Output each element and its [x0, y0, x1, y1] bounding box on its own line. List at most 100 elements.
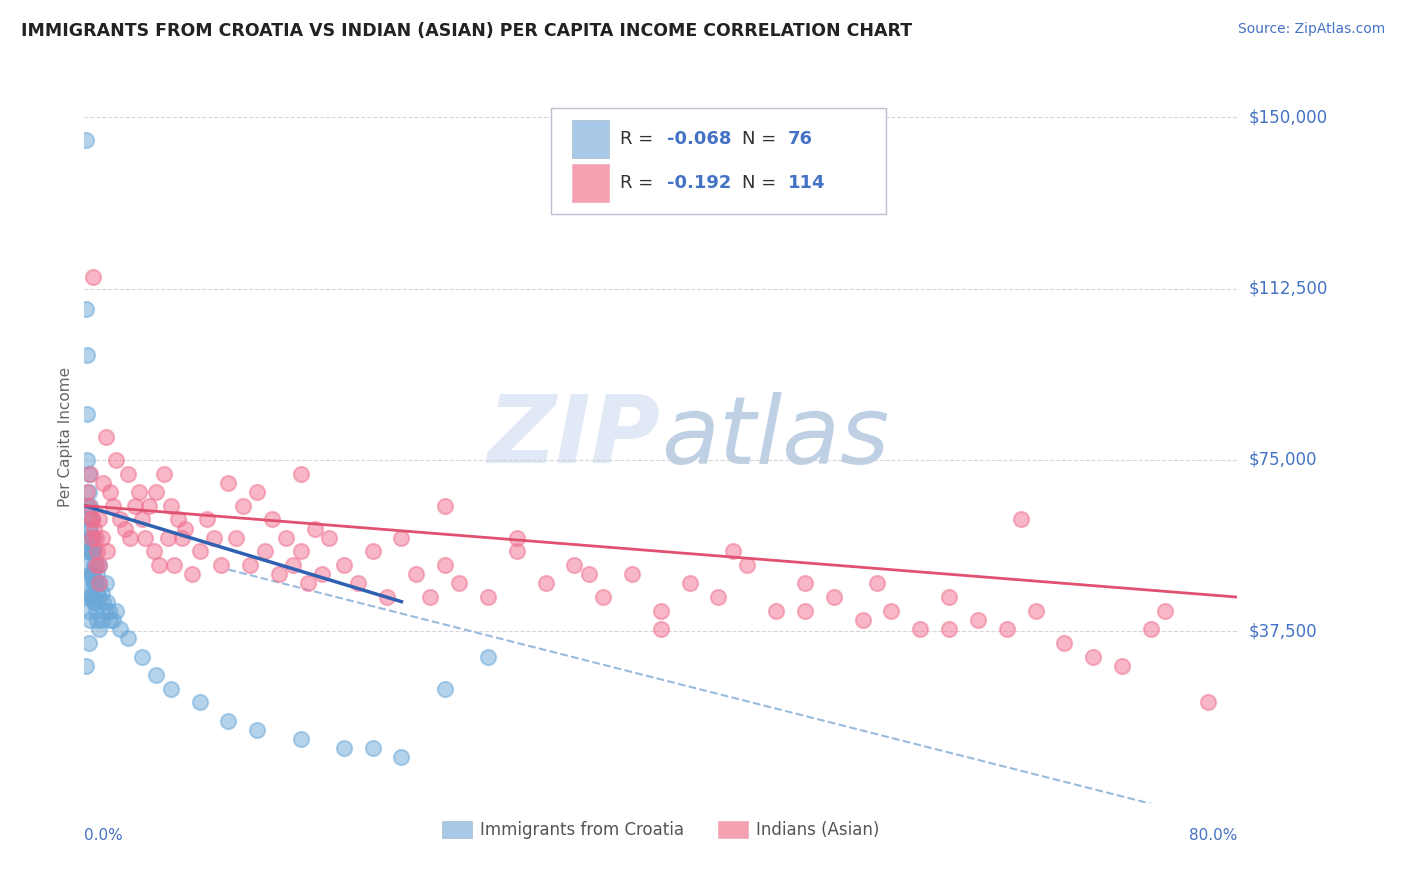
Point	[152, 467, 174, 481]
Point	[138, 499, 160, 513]
Point	[75, 301, 97, 317]
Point	[87, 512, 110, 526]
Point	[103, 499, 124, 513]
Point	[650, 622, 672, 636]
Point	[84, 558, 107, 573]
Point	[80, 567, 103, 582]
Point	[433, 681, 456, 696]
Point	[852, 613, 875, 627]
Point	[87, 590, 110, 604]
Point	[318, 531, 340, 545]
Point	[506, 531, 529, 545]
Point	[391, 531, 413, 545]
Point	[188, 695, 211, 709]
Point	[477, 649, 499, 664]
Point	[98, 613, 121, 627]
Point	[83, 521, 105, 535]
Point	[938, 622, 960, 636]
Point	[79, 544, 101, 558]
Text: $150,000: $150,000	[1249, 108, 1327, 126]
Point	[361, 740, 384, 755]
Point	[77, 467, 100, 481]
Point	[333, 740, 356, 755]
Point	[794, 604, 817, 618]
Point	[880, 604, 903, 618]
Point	[232, 499, 254, 513]
Point	[1140, 622, 1163, 636]
Point	[76, 348, 98, 362]
Point	[76, 590, 98, 604]
Point	[76, 499, 98, 513]
Point	[131, 649, 153, 664]
Text: -0.068: -0.068	[666, 130, 731, 148]
Point	[80, 567, 103, 582]
Point	[87, 576, 110, 591]
Point	[160, 499, 183, 513]
Point	[87, 558, 110, 573]
Point	[260, 512, 283, 526]
Point	[181, 567, 204, 582]
Point	[76, 484, 98, 499]
Point	[76, 407, 98, 421]
Point	[1154, 604, 1177, 618]
Point	[239, 558, 262, 573]
Point	[117, 467, 139, 481]
Point	[84, 576, 107, 591]
Point	[145, 484, 167, 499]
Point	[1083, 649, 1105, 664]
Text: 0.0%: 0.0%	[84, 828, 124, 843]
Text: R =: R =	[620, 130, 659, 148]
Point	[77, 604, 100, 618]
Point	[86, 544, 108, 558]
Text: atlas: atlas	[661, 392, 889, 483]
Point	[79, 590, 101, 604]
Point	[167, 512, 190, 526]
Point	[86, 567, 108, 582]
Text: 80.0%: 80.0%	[1189, 828, 1237, 843]
Text: R =: R =	[620, 174, 659, 193]
Point	[290, 731, 312, 746]
Point	[225, 531, 247, 545]
Point	[1198, 695, 1220, 709]
Legend: Immigrants from Croatia, Indians (Asian): Immigrants from Croatia, Indians (Asian)	[436, 814, 886, 846]
Point	[578, 567, 600, 582]
Point	[94, 576, 117, 591]
Point	[90, 613, 112, 627]
Text: $37,500: $37,500	[1249, 623, 1317, 640]
Point	[419, 590, 441, 604]
Point	[75, 658, 97, 673]
Point	[82, 531, 104, 545]
Point	[77, 512, 100, 526]
Point	[120, 531, 142, 545]
Point	[114, 521, 136, 535]
Text: N =: N =	[741, 174, 782, 193]
Point	[93, 604, 115, 618]
Point	[83, 544, 105, 558]
Point	[333, 558, 356, 573]
Point	[79, 467, 101, 481]
Point	[405, 567, 427, 582]
Point	[87, 622, 110, 636]
Point	[1025, 604, 1047, 618]
Point	[391, 750, 413, 764]
Point	[290, 544, 312, 558]
Point	[83, 594, 105, 608]
Point	[202, 531, 225, 545]
Text: IMMIGRANTS FROM CROATIA VS INDIAN (ASIAN) PER CAPITA INCOME CORRELATION CHART: IMMIGRANTS FROM CROATIA VS INDIAN (ASIAN…	[21, 22, 912, 40]
Point	[765, 604, 787, 618]
Point	[97, 604, 120, 618]
Point	[79, 521, 101, 535]
Point	[79, 567, 101, 582]
Point	[80, 512, 103, 526]
Point	[246, 484, 269, 499]
Point	[87, 576, 110, 591]
Point	[82, 270, 104, 285]
Point	[77, 484, 100, 499]
Point	[160, 681, 183, 696]
Point	[347, 576, 370, 591]
Point	[506, 544, 529, 558]
Point	[124, 499, 146, 513]
Point	[82, 567, 104, 582]
Point	[86, 585, 108, 599]
Text: $112,500: $112,500	[1249, 279, 1327, 298]
